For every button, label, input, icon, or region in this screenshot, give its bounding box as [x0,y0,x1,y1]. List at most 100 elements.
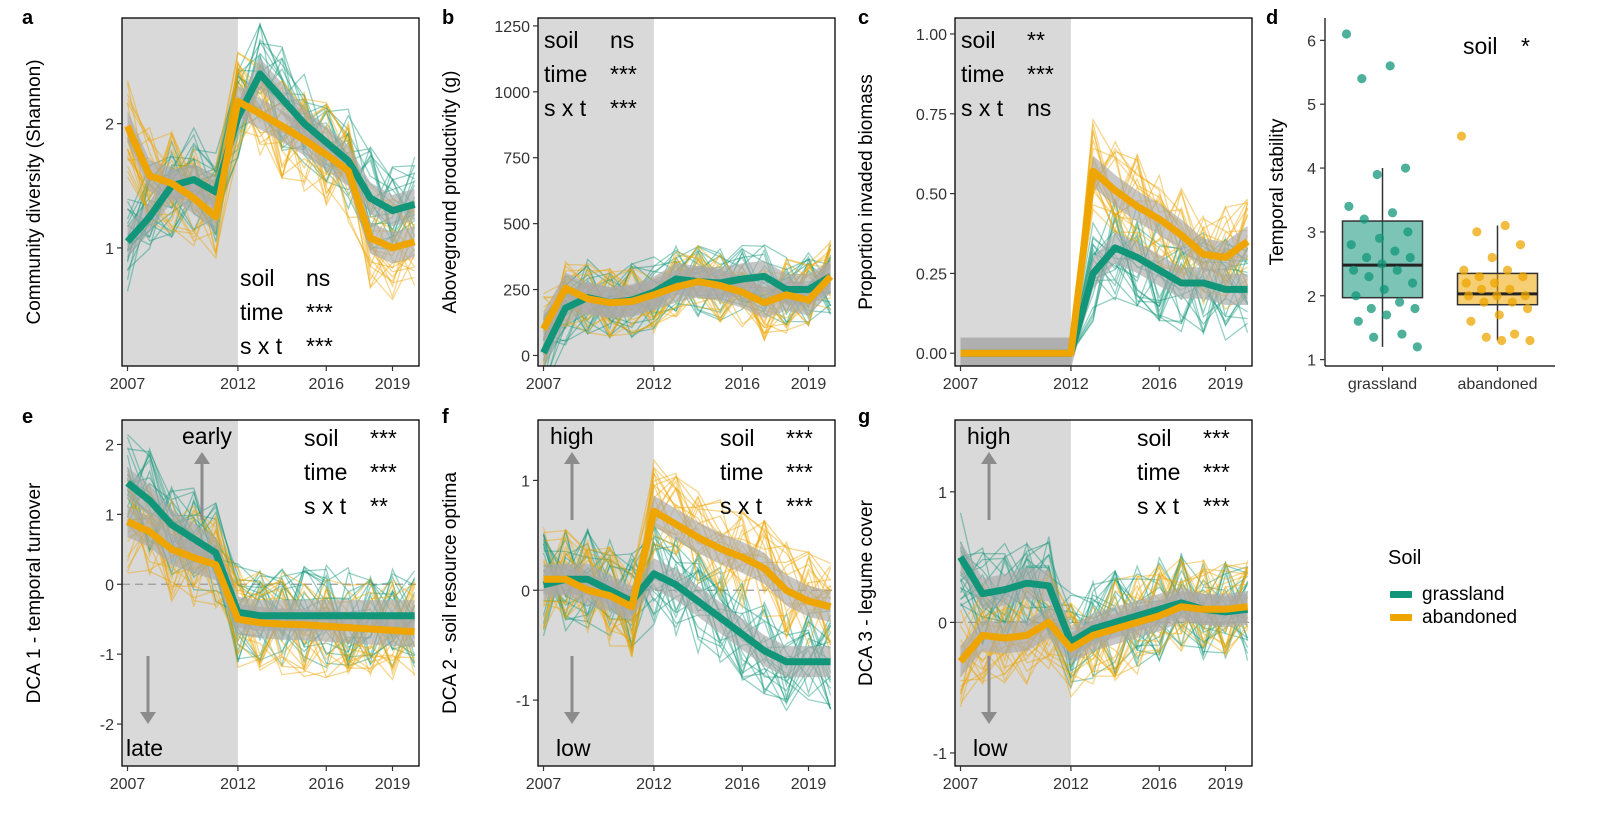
plot-line-grassland [543,245,832,330]
x-tick-label-e: 2019 [375,776,411,793]
direction-label-bottom-e: late [126,735,163,761]
data-point-grassland [1353,316,1363,326]
plot-line-grassland [543,523,832,710]
data-point-grassland [1387,208,1398,218]
plot-line-grassland [959,552,1249,671]
stat-sig-e: ** [370,493,388,519]
direction-label-top-f: high [550,423,593,449]
data-point-abandoned [1505,284,1515,294]
data-point-abandoned [1472,227,1482,237]
plot-frame-e [121,419,420,767]
panel-letter-c: c [858,7,869,29]
stat-term-a: s x t [240,333,283,359]
stat-term-g: s x t [1137,493,1180,519]
data-point-grassland [1385,61,1395,71]
y-tick-label-a: 2 [105,117,114,134]
stat-sig-b: ns [610,27,634,53]
plot-line-abandoned [542,486,832,646]
y-axis-label-d: Temporal stability [1267,118,1288,265]
stat-sig-b: *** [610,95,637,121]
stat-sig-g: *** [1203,459,1230,485]
y-tick-label-b: 1250 [494,19,530,36]
direction-label-top-g: high [967,423,1010,449]
stat-term-d: soil [1463,33,1498,59]
y-tick-label-b: 500 [503,217,530,234]
data-point-abandoned [1500,220,1510,231]
plot-area-e [122,434,419,681]
plot-line-abandoned [126,529,416,676]
stat-term-b: soil [544,27,579,53]
panel-c: 0.00 0.25 0.50 0.75 1.00 2007 2012 2016 2019 c Pro… [856,7,1253,393]
x-tick-label-b: 2016 [724,376,760,393]
plot-line-grassland [543,528,831,706]
stat-sig-g: *** [1203,425,1230,451]
plot-frame-f [537,419,836,767]
stat-sig-f: *** [786,493,813,519]
data-point-grassland [1366,303,1376,314]
data-point-grassland [1351,291,1361,301]
ci-band-abandoned [960,155,1248,366]
data-point-grassland [1357,74,1367,84]
direction-label-bottom-g: low [973,735,1008,761]
plot-area-c [960,117,1250,366]
direction-label-top-e: early [182,423,232,449]
data-point-abandoned [1502,265,1513,275]
legend: Soil grassland abandoned [1388,547,1517,628]
data-point-abandoned [1497,335,1507,346]
x-tick-label-a: 2012 [220,376,256,393]
stat-term-e: soil [304,425,339,451]
panel-f: -1 0 1 2007 2012 2016 2019 f DCA 2 - soil resour… [440,406,836,793]
data-point-abandoned [1479,297,1489,307]
stat-term-a: soil [240,265,275,291]
plot-line-abandoned [959,560,1249,686]
direction-label-bottom-f: low [556,735,591,761]
data-point-grassland [1364,272,1374,282]
y-tick-label-d: 4 [1307,161,1316,178]
x-tick-label-abandoned: abandoned [1457,376,1537,393]
x-tick-label-e: 2007 [110,776,146,793]
mean-line-grassland [125,480,415,620]
stat-sig-e: *** [370,459,397,485]
direction-arrowhead-down-g [981,712,997,724]
x-tick-label-a: 2016 [308,376,344,393]
data-point-grassland [1410,303,1420,314]
shaded-period-e [122,420,238,766]
shaded-period-c [955,18,1071,366]
plot-line-grassland [543,550,832,696]
legend-swatch-abandoned [1390,614,1412,621]
mean-line-abandoned [960,167,1250,357]
x-tick-label-f: 2012 [636,776,672,793]
stat-term-c: time [961,61,1004,87]
stat-term-b: s x t [544,95,587,121]
plot-line-abandoned [959,560,1249,686]
stat-term-c: s x t [961,95,1004,121]
data-point-grassland [1379,284,1389,294]
y-tick-label-c: 1.00 [916,27,947,44]
y-axis-label-c: Proportion invaded biomass [856,74,877,310]
stat-sig-c: *** [1027,61,1054,87]
direction-arrowhead-up-e [194,452,210,464]
y-tick-label-a: 1 [105,241,114,258]
data-point-grassland [1390,246,1400,256]
legend-swatch-grassland [1390,591,1412,598]
x-tick-label-grassland: grassland [1348,376,1417,393]
plot-line-abandoned [542,471,832,647]
plot-line-abandoned [542,252,832,346]
x-tick-label-a: 2019 [375,376,411,393]
ci-band-grassland [960,232,1248,366]
data-point-abandoned [1466,316,1476,326]
data-point-grassland [1369,332,1379,342]
stat-sig-g: *** [1203,493,1230,519]
mean-line-abandoned [126,518,415,636]
plot-line-abandoned [126,514,416,671]
data-point-grassland [1407,278,1418,288]
plot-area-g [955,512,1252,708]
data-point-grassland [1344,201,1354,211]
x-tick-label-a: 2007 [110,376,146,393]
y-tick-label-c: 0.50 [916,187,947,204]
data-point-grassland [1397,329,1407,339]
y-tick-label-d: 5 [1307,97,1316,114]
plot-line-grassland [959,547,1248,662]
data-point-abandoned [1510,329,1520,339]
